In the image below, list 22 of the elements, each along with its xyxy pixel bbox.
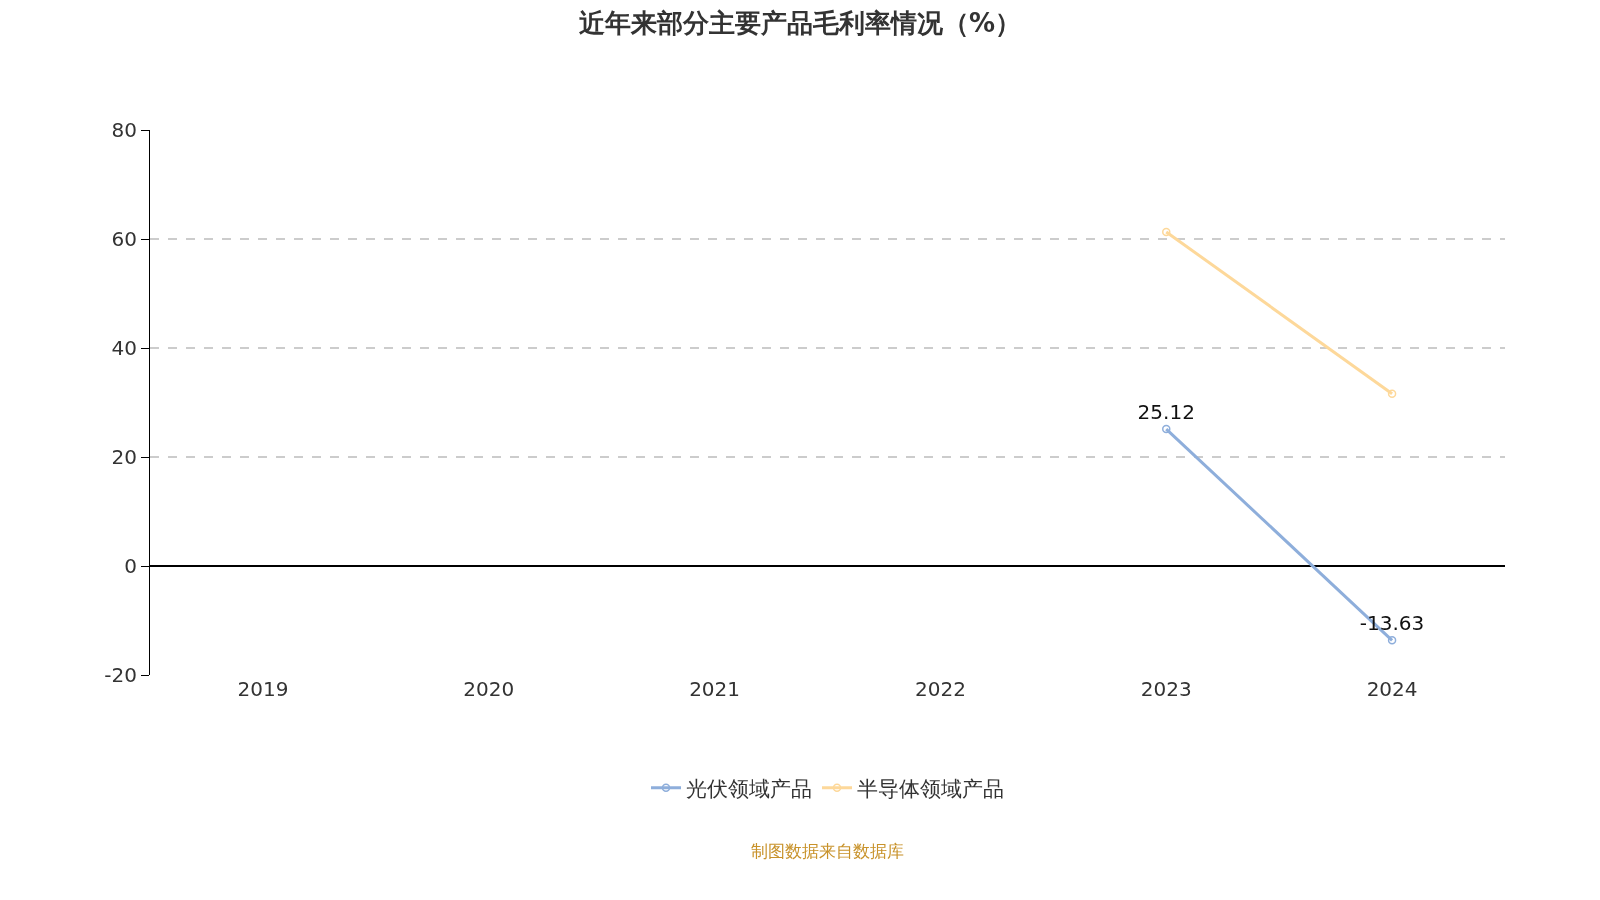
point (1387, 389, 1397, 399)
x-tick-label: 2022 (914, 677, 966, 701)
y-tick-label: 40 (111, 336, 137, 360)
y-tick-label: 80 (111, 118, 137, 142)
y-tick-label: 20 (111, 445, 137, 469)
data-label: -13.63 (1359, 610, 1425, 635)
y-tick-label: 60 (111, 227, 137, 251)
x-tick-label: 2023 (1140, 677, 1192, 701)
x-tick-label: 2024 (1366, 677, 1418, 701)
point (1387, 636, 1397, 645)
x-tick-label: 2021 (689, 677, 741, 701)
y-tick-label: 0 (124, 554, 137, 578)
legend-label: 半导体领域产品 (857, 776, 1004, 801)
text: 制图数据来自数据库 (751, 841, 904, 861)
y-tick-label: -20 (104, 663, 137, 687)
point (1162, 227, 1171, 237)
x-tick-label: 2019 (237, 677, 289, 701)
point (1162, 424, 1171, 434)
x-tick-label: 2020 (463, 677, 515, 701)
legend-label: 光伏领域产品 (686, 776, 812, 801)
data-label: 25.12 (1137, 399, 1195, 424)
chart-title: 近年来部分主要产品毛利率情况（%） (578, 7, 1022, 38)
